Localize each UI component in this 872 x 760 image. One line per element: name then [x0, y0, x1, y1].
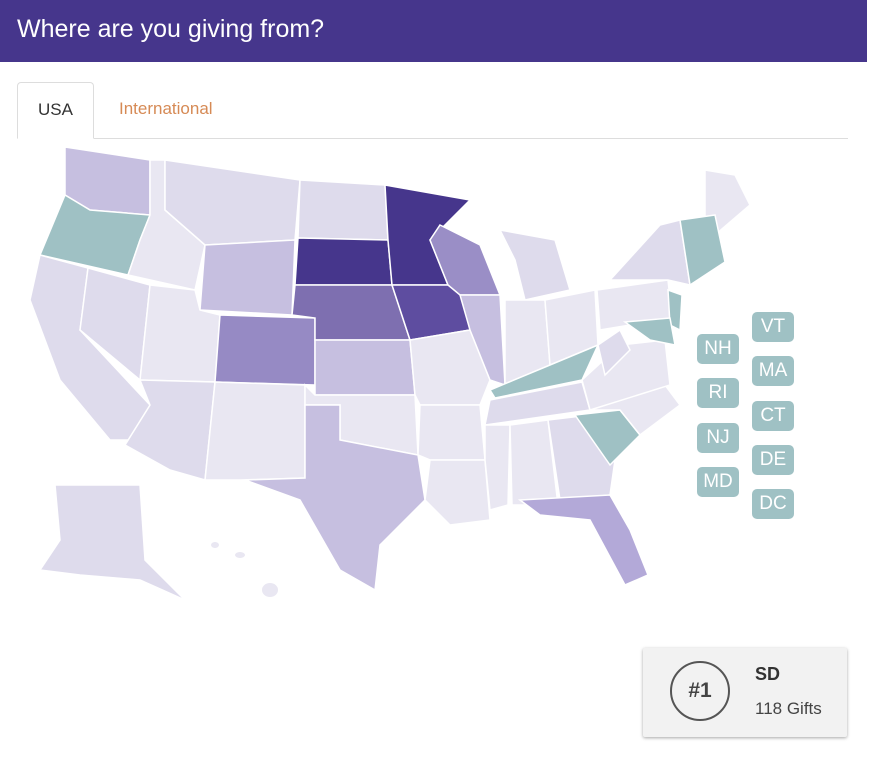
state-chip[interactable]: NH [697, 334, 739, 364]
state-chip[interactable]: CT [752, 401, 794, 431]
tab[interactable]: International [119, 99, 213, 118]
tab[interactable]: USA [17, 82, 94, 139]
rank: #1 [670, 661, 730, 721]
states [29, 146, 751, 601]
state: SD [755, 664, 781, 684]
state-chip[interactable]: DE [752, 445, 794, 475]
state-chip[interactable]: MD [697, 467, 739, 497]
state-chip[interactable]: RI [697, 378, 739, 408]
rank-card: #1 SD 118 Gifts [643, 648, 847, 737]
state-chip[interactable]: DC [752, 489, 794, 519]
header-title: Where are you giving from? [0, 0, 867, 62]
gifts: 118 Gifts [755, 699, 822, 718]
state-chip[interactable]: NJ [697, 423, 739, 453]
state-chip[interactable]: VT [752, 312, 794, 342]
us-map [29, 146, 751, 601]
tabs: USA International [17, 82, 848, 139]
state-chip[interactable]: MA [752, 356, 794, 386]
